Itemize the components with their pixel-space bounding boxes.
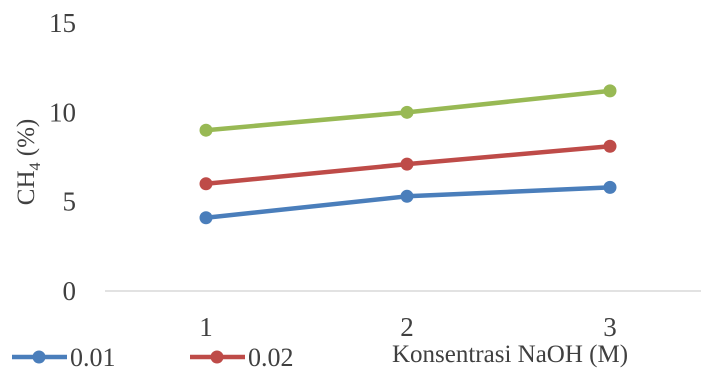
y-tick-label-10: 10: [49, 97, 76, 127]
x-axis-ticks: 1 2 3: [199, 312, 617, 342]
series-1-point-2: [400, 189, 414, 203]
series-3-point-2: [400, 105, 414, 119]
x-tick-label-1: 1: [199, 312, 213, 342]
legend-item-0.02: 0.02: [190, 343, 294, 371]
y-axis-label-sub: 4: [27, 163, 44, 171]
y-axis-label-tail: (%): [13, 119, 40, 163]
legend-label: 0.02: [248, 343, 294, 371]
series-3-point-1: [199, 123, 213, 137]
legend: 0.01 0.02: [12, 343, 294, 371]
y-tick-label-5: 5: [63, 187, 77, 217]
y-axis-ticks: 0 5 10 15: [49, 8, 76, 306]
y-tick-label-0: 0: [63, 276, 77, 306]
y-axis-label-main: CH: [13, 171, 40, 206]
series-2-point-2: [400, 157, 414, 171]
series-1-point-3: [603, 180, 617, 194]
x-tick-label-3: 3: [603, 312, 617, 342]
x-tick-label-2: 2: [400, 312, 414, 342]
y-tick-label-15: 15: [49, 8, 76, 38]
legend-swatch-marker: [210, 350, 224, 364]
legend-item-0.01: 0.01: [12, 343, 116, 371]
series-2: [199, 139, 617, 191]
y-axis-label: CH4 (%): [13, 119, 44, 205]
series-layer: [199, 84, 617, 225]
series-3-point-3: [603, 84, 617, 98]
series-1-point-1: [199, 211, 213, 225]
series-1: [199, 180, 617, 225]
x-axis-label: Konsentrasi NaOH (M): [392, 341, 628, 368]
legend-swatch-marker: [32, 350, 46, 364]
series-2-point-1: [199, 177, 213, 191]
legend-label: 0.01: [70, 343, 116, 371]
series-3: [199, 84, 617, 137]
series-2-point-3: [603, 139, 617, 153]
